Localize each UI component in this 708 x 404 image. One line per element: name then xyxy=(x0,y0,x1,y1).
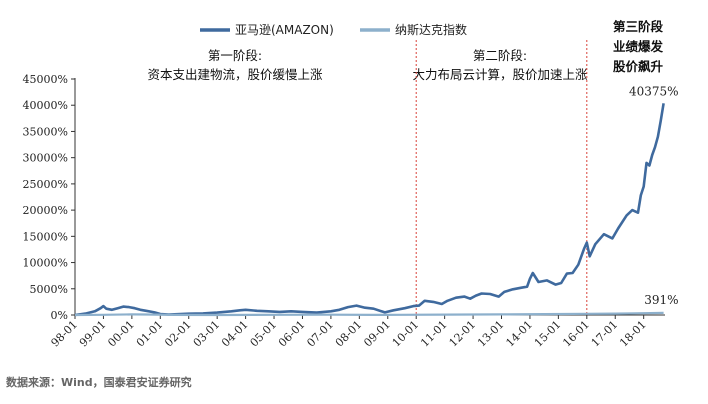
phase-2-annotation: 第二阶段: 大力布局云计算，股价加速上涨 xyxy=(412,48,588,82)
phase-3-line-2: 业绩爆发 xyxy=(613,39,664,54)
nasdaq-end-value-label: 391% xyxy=(644,293,678,307)
phase-dividers xyxy=(415,40,588,315)
x-tick-label: 02-01 xyxy=(162,318,194,350)
x-tick-label: 13-01 xyxy=(475,318,507,350)
x-tick-label: 99-01 xyxy=(77,318,109,350)
y-tick-label: 5000% xyxy=(30,283,68,296)
phase-1-desc: 资本支出建物流，股价缓慢上涨 xyxy=(147,67,323,82)
y-tick-label: 45000% xyxy=(23,73,68,86)
phase-1-annotation: 第一阶段: 资本支出建物流，股价缓慢上涨 xyxy=(147,48,323,82)
y-tick-label: 30000% xyxy=(23,152,68,165)
x-tick-label: 98-01 xyxy=(49,318,81,350)
end-labels: 40375% 391% xyxy=(629,84,679,307)
x-axis-ticks: 98-0199-0100-0101-0102-0103-0104-0105-01… xyxy=(49,315,649,350)
legend-label-nasdaq: 纳斯达克指数 xyxy=(395,22,467,37)
y-tick-label: 0% xyxy=(51,309,68,322)
x-tick-label: 18-01 xyxy=(617,318,649,350)
x-tick-label: 14-01 xyxy=(503,318,535,350)
x-tick-label: 03-01 xyxy=(191,318,223,350)
x-tick-label: 07-01 xyxy=(304,318,336,350)
x-tick-label: 01-01 xyxy=(134,318,166,350)
y-tick-label: 25000% xyxy=(23,178,68,191)
phase-3-annotation: 第三阶段 业绩爆发 股价飙升 xyxy=(613,19,664,74)
y-tick-label: 15000% xyxy=(23,230,68,243)
y-tick-label: 40000% xyxy=(23,99,68,112)
phase-3-line-3: 股价飙升 xyxy=(613,59,664,74)
series-lines xyxy=(74,103,665,317)
legend-label-amazon: 亚马逊(AMAZON) xyxy=(235,23,334,37)
nasdaq-series-line xyxy=(74,311,664,317)
phase-3-title: 第三阶段 xyxy=(613,19,664,34)
phase-1-title: 第一阶段: xyxy=(208,48,262,63)
x-tick-label: 15-01 xyxy=(532,318,564,350)
x-tick-label: 00-01 xyxy=(105,318,137,350)
phase-2-desc: 大力布局云计算，股价加速上涨 xyxy=(412,67,588,82)
x-tick-label: 16-01 xyxy=(560,318,592,350)
x-tick-label: 06-01 xyxy=(276,318,308,350)
x-tick-label: 10-01 xyxy=(390,318,422,350)
x-tick-label: 11-01 xyxy=(418,318,450,350)
y-tick-label: 20000% xyxy=(23,204,68,217)
amazon-series-line xyxy=(74,103,665,317)
x-tick-label: 17-01 xyxy=(589,318,621,350)
y-axis-ticks: 0% 5000% 10000% 15000% 20000% 25000% 30000% 350… xyxy=(23,73,75,322)
x-tick-label: 08-01 xyxy=(333,318,365,350)
y-tick-label: 35000% xyxy=(23,125,68,138)
amazon-end-value-label: 40375% xyxy=(629,84,679,98)
x-tick-label: 12-01 xyxy=(447,318,479,350)
y-tick-label: 10000% xyxy=(23,257,68,270)
x-tick-label: 09-01 xyxy=(361,318,393,350)
legend: 亚马逊(AMAZON) 纳斯达克指数 xyxy=(200,22,467,37)
phase-2-title: 第二阶段: xyxy=(473,48,527,63)
x-tick-label: 05-01 xyxy=(248,318,280,350)
source-note: 数据来源：Wind，国泰君安证券研究 xyxy=(6,375,192,389)
x-tick-label: 04-01 xyxy=(219,318,251,350)
